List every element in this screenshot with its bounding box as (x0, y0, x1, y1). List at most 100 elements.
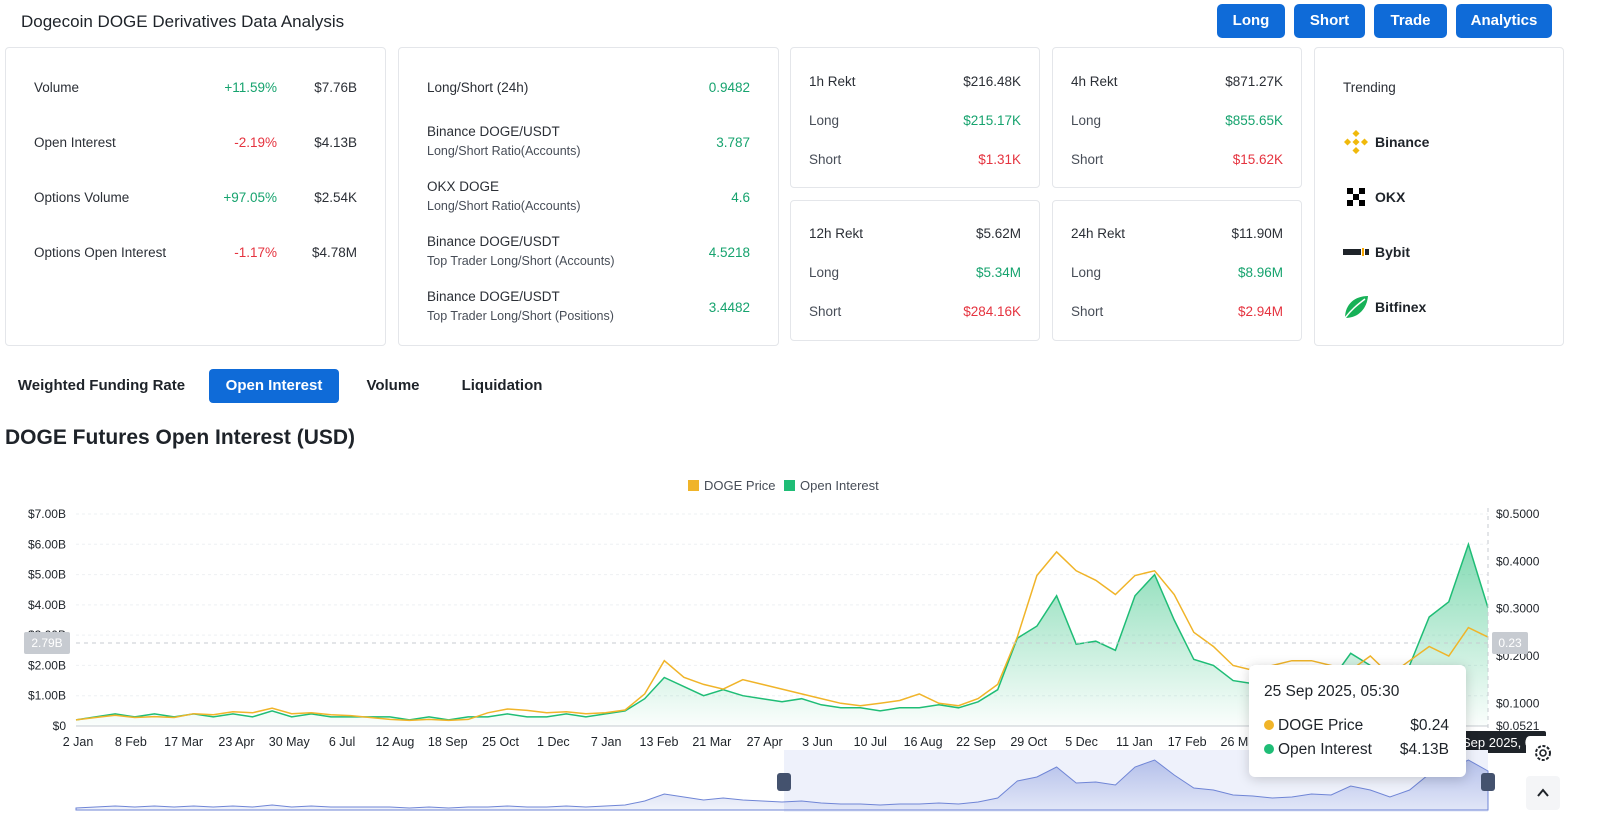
stat-label: Volume (34, 80, 80, 95)
scroll-to-top-button[interactable] (1526, 776, 1560, 810)
trending-item-binance[interactable]: Binance (1343, 129, 1429, 155)
rekt-long-row: Long $215.17K (809, 113, 1021, 128)
tooltip-row-doge-price: DOGE Price $0.24 (1264, 717, 1449, 735)
rekt-long-label: Long (809, 265, 840, 280)
rekt-short-label: Short (809, 304, 842, 319)
ratio-exchange: Binance DOGE/USDT (427, 234, 560, 249)
axis-pointer-right-badge (1492, 632, 1528, 654)
rekt-total-row: 4h Rekt $871.27K (1071, 74, 1283, 89)
rekt-card-12h: 12h Rekt $5.62M Long $5.34M Short $284.16K (790, 200, 1040, 341)
tab-liquidation[interactable]: Liquidation (461, 377, 543, 394)
ratio-label: Binance DOGE/USDT Top Trader Long/Short (… (427, 289, 614, 323)
rekt-short-row: Short $15.62K (1071, 152, 1283, 167)
trending-title: Trending (1343, 80, 1396, 95)
trending-item-bitfinex[interactable]: Bitfinex (1343, 294, 1426, 320)
tooltip-series-name: DOGE Price (1278, 717, 1364, 734)
page-title: Dogecoin DOGE Derivatives Data Analysis (21, 12, 345, 31)
history-button[interactable] (1526, 736, 1560, 770)
x-tick-label: 12 Aug (375, 735, 414, 749)
ratio-exchange: Binance DOGE/USDT (427, 289, 560, 304)
tab-volume[interactable]: Volume (366, 377, 420, 394)
trending-item-okx[interactable]: OKX (1343, 184, 1405, 210)
x-tick-label: 30 May (269, 735, 311, 749)
y-left-tick-label: $6.00B (28, 537, 66, 551)
rekt-total-row: 12h Rekt $5.62M (809, 226, 1021, 241)
ratio-label: Long/Short (24h) (427, 80, 529, 95)
y-right-tick-label: $0.4000 (1496, 554, 1540, 568)
legend-open-interest-swatch (784, 480, 795, 491)
rekt-long-label: Long (809, 113, 840, 128)
stats-card: Volume +11.59% $7.76B Open Interest -2.1… (5, 47, 386, 346)
rekt-long-label: Long (1071, 265, 1102, 280)
stat-change: +97.05% (223, 190, 277, 205)
stat-value: $4.78M (311, 245, 357, 260)
x-tick-label: 1 Dec (537, 735, 570, 749)
ratio-sub: Long/Short Ratio(Accounts) (427, 144, 581, 158)
y-axis-left: $0$1.00B$2.00B$3.00B$4.00B$5.00B$6.00B$7… (28, 507, 66, 733)
legend-doge-price[interactable]: DOGE Price (704, 478, 776, 493)
rekt-short-row: Short $284.16K (809, 304, 1021, 319)
ratio-exchange: Binance DOGE/USDT (427, 124, 560, 139)
long-button[interactable]: Long (1217, 4, 1285, 38)
y-left-tick-label: $4.00B (28, 598, 66, 612)
x-tick-label: 8 Feb (115, 735, 147, 749)
short-button[interactable]: Short (1294, 4, 1365, 38)
analytics-button[interactable]: Analytics (1456, 4, 1552, 38)
rekt-long-value: $215.17K (963, 113, 1021, 128)
x-tick-label: 2 Jan (63, 735, 94, 749)
tab-open-interest[interactable]: Open Interest (209, 369, 339, 403)
y-right-tick-label: $0.0521 (1496, 719, 1540, 733)
rekt-short-row: Short $1.31K (809, 152, 1021, 167)
rekt-long-value: $855.65K (1225, 113, 1283, 128)
axis-pointer-left-label: 2.79B (31, 636, 62, 650)
trade-button[interactable]: Trade (1374, 4, 1447, 38)
rekt-title: 24h Rekt (1071, 226, 1126, 241)
open-interest-chart[interactable]: DOGE Price Open Interest $0 $1.00B $2.00B $… (0, 470, 1600, 835)
chart-tooltip: 25 Sep 2025, 05:30 DOGE Price $0.24 Open… (1249, 665, 1466, 777)
rekt-short-label: Short (1071, 152, 1104, 167)
bitfinex-logo-icon (1343, 294, 1369, 320)
zoom-handle-right[interactable] (1481, 773, 1495, 791)
x-tick-label: 27 Apr (747, 735, 783, 749)
history-gear-icon (1535, 745, 1551, 761)
y-left-tick-label: $2.00B (28, 658, 66, 672)
trending-card: Trending Binance OKX Bybit Bitfinex (1314, 47, 1564, 346)
chevron-up-icon (1537, 788, 1549, 797)
x-tick-label: 16 Aug (904, 735, 943, 749)
axis-pointer-right-label: 0.23 (1498, 636, 1522, 650)
zoom-handle-left[interactable] (777, 773, 791, 791)
rekt-long-value: $5.34M (975, 265, 1021, 280)
stat-label: Options Volume (34, 190, 130, 205)
zoom-preview-area (75, 759, 1489, 811)
open-interest-dot-icon (1264, 744, 1274, 754)
x-tick-label: 11 Jan (1116, 735, 1153, 749)
y-left-tick-label: $0 (53, 719, 67, 733)
legend-doge-price-swatch (688, 480, 699, 491)
rekt-short-label: Short (1071, 304, 1104, 319)
legend-open-interest[interactable]: Open Interest (800, 478, 879, 493)
x-tick-label: 23 Apr (218, 735, 254, 749)
x-tick-label: 6 Jul (329, 735, 355, 749)
rekt-total: $5.62M (975, 226, 1021, 241)
page-header: Dogecoin DOGE Derivatives Data Analysis … (0, 0, 1600, 44)
y-right-tick-label: $0.5000 (1496, 507, 1540, 521)
y-left-tick-label: $1.00B (28, 689, 66, 703)
x-tick-label: 17 Mar (164, 735, 203, 749)
chart-legend[interactable]: DOGE Price Open Interest (688, 478, 879, 493)
tab-weighted-funding-rate[interactable]: Weighted Funding Rate (17, 377, 186, 394)
tooltip-series-name: Open Interest (1278, 741, 1372, 758)
ratio-exchange: OKX DOGE (427, 179, 500, 194)
ratio-label: OKX DOGE Long/Short Ratio(Accounts) (427, 179, 581, 213)
rekt-total: $216.48K (963, 74, 1021, 89)
tooltip-series-value: $4.13B (1399, 741, 1449, 758)
axis-pointer-left-badge (24, 632, 70, 654)
y-axis-right: $0.0521$0.1000$0.2000$0.3000$0.4000$0.50… (1496, 507, 1540, 733)
y-right-tick-label: $0.1000 (1496, 696, 1540, 710)
rekt-long-row: Long $5.34M (809, 265, 1021, 280)
open-interest-area (76, 544, 1488, 726)
trending-item-bybit[interactable]: Bybit (1343, 239, 1410, 265)
ratio-sub: Long/Short Ratio(Accounts) (427, 199, 581, 213)
rekt-card-4h: 4h Rekt $871.27K Long $855.65K Short $15.62… (1052, 47, 1302, 188)
rekt-long-row: Long $855.65K (1071, 113, 1283, 128)
x-axis: 2 Jan 8 Feb 17 Mar 23 Apr 30 May 6 Jul 12 Aug 1… (63, 735, 1260, 749)
